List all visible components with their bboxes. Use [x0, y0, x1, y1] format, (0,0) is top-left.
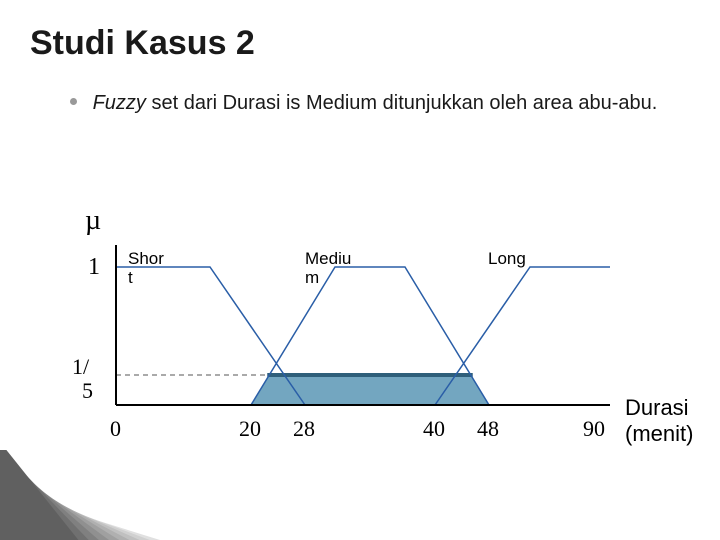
- mu-label: µ: [85, 205, 101, 237]
- x-axis-label: Durasi (menit): [625, 395, 693, 448]
- bullet-icon: [70, 98, 77, 105]
- xtick: 28: [293, 416, 315, 442]
- corner-accent: [0, 450, 160, 540]
- subtitle-em: Fuzzy: [93, 92, 146, 114]
- xtick: 20: [239, 416, 261, 442]
- ytick-1-5-bot: 5: [82, 378, 93, 404]
- subtitle: Fuzzy set dari Durasi is Medium ditunjuk…: [70, 90, 670, 117]
- x-axis-label-l1: Durasi: [625, 395, 689, 420]
- xtick: 0: [110, 416, 121, 442]
- ytick-1: 1: [88, 254, 100, 281]
- page-title: Studi Kasus 2: [30, 24, 255, 63]
- xtick: 90: [583, 416, 605, 442]
- x-axis-label-l2: (menit): [625, 421, 693, 446]
- ytick-1-5-top: 1/: [72, 354, 89, 380]
- xtick: 40: [423, 416, 445, 442]
- xtick: 48: [477, 416, 499, 442]
- subtitle-text: set dari Durasi is Medium ditunjukkan ol…: [146, 92, 657, 114]
- fuzzy-chart: [110, 240, 610, 420]
